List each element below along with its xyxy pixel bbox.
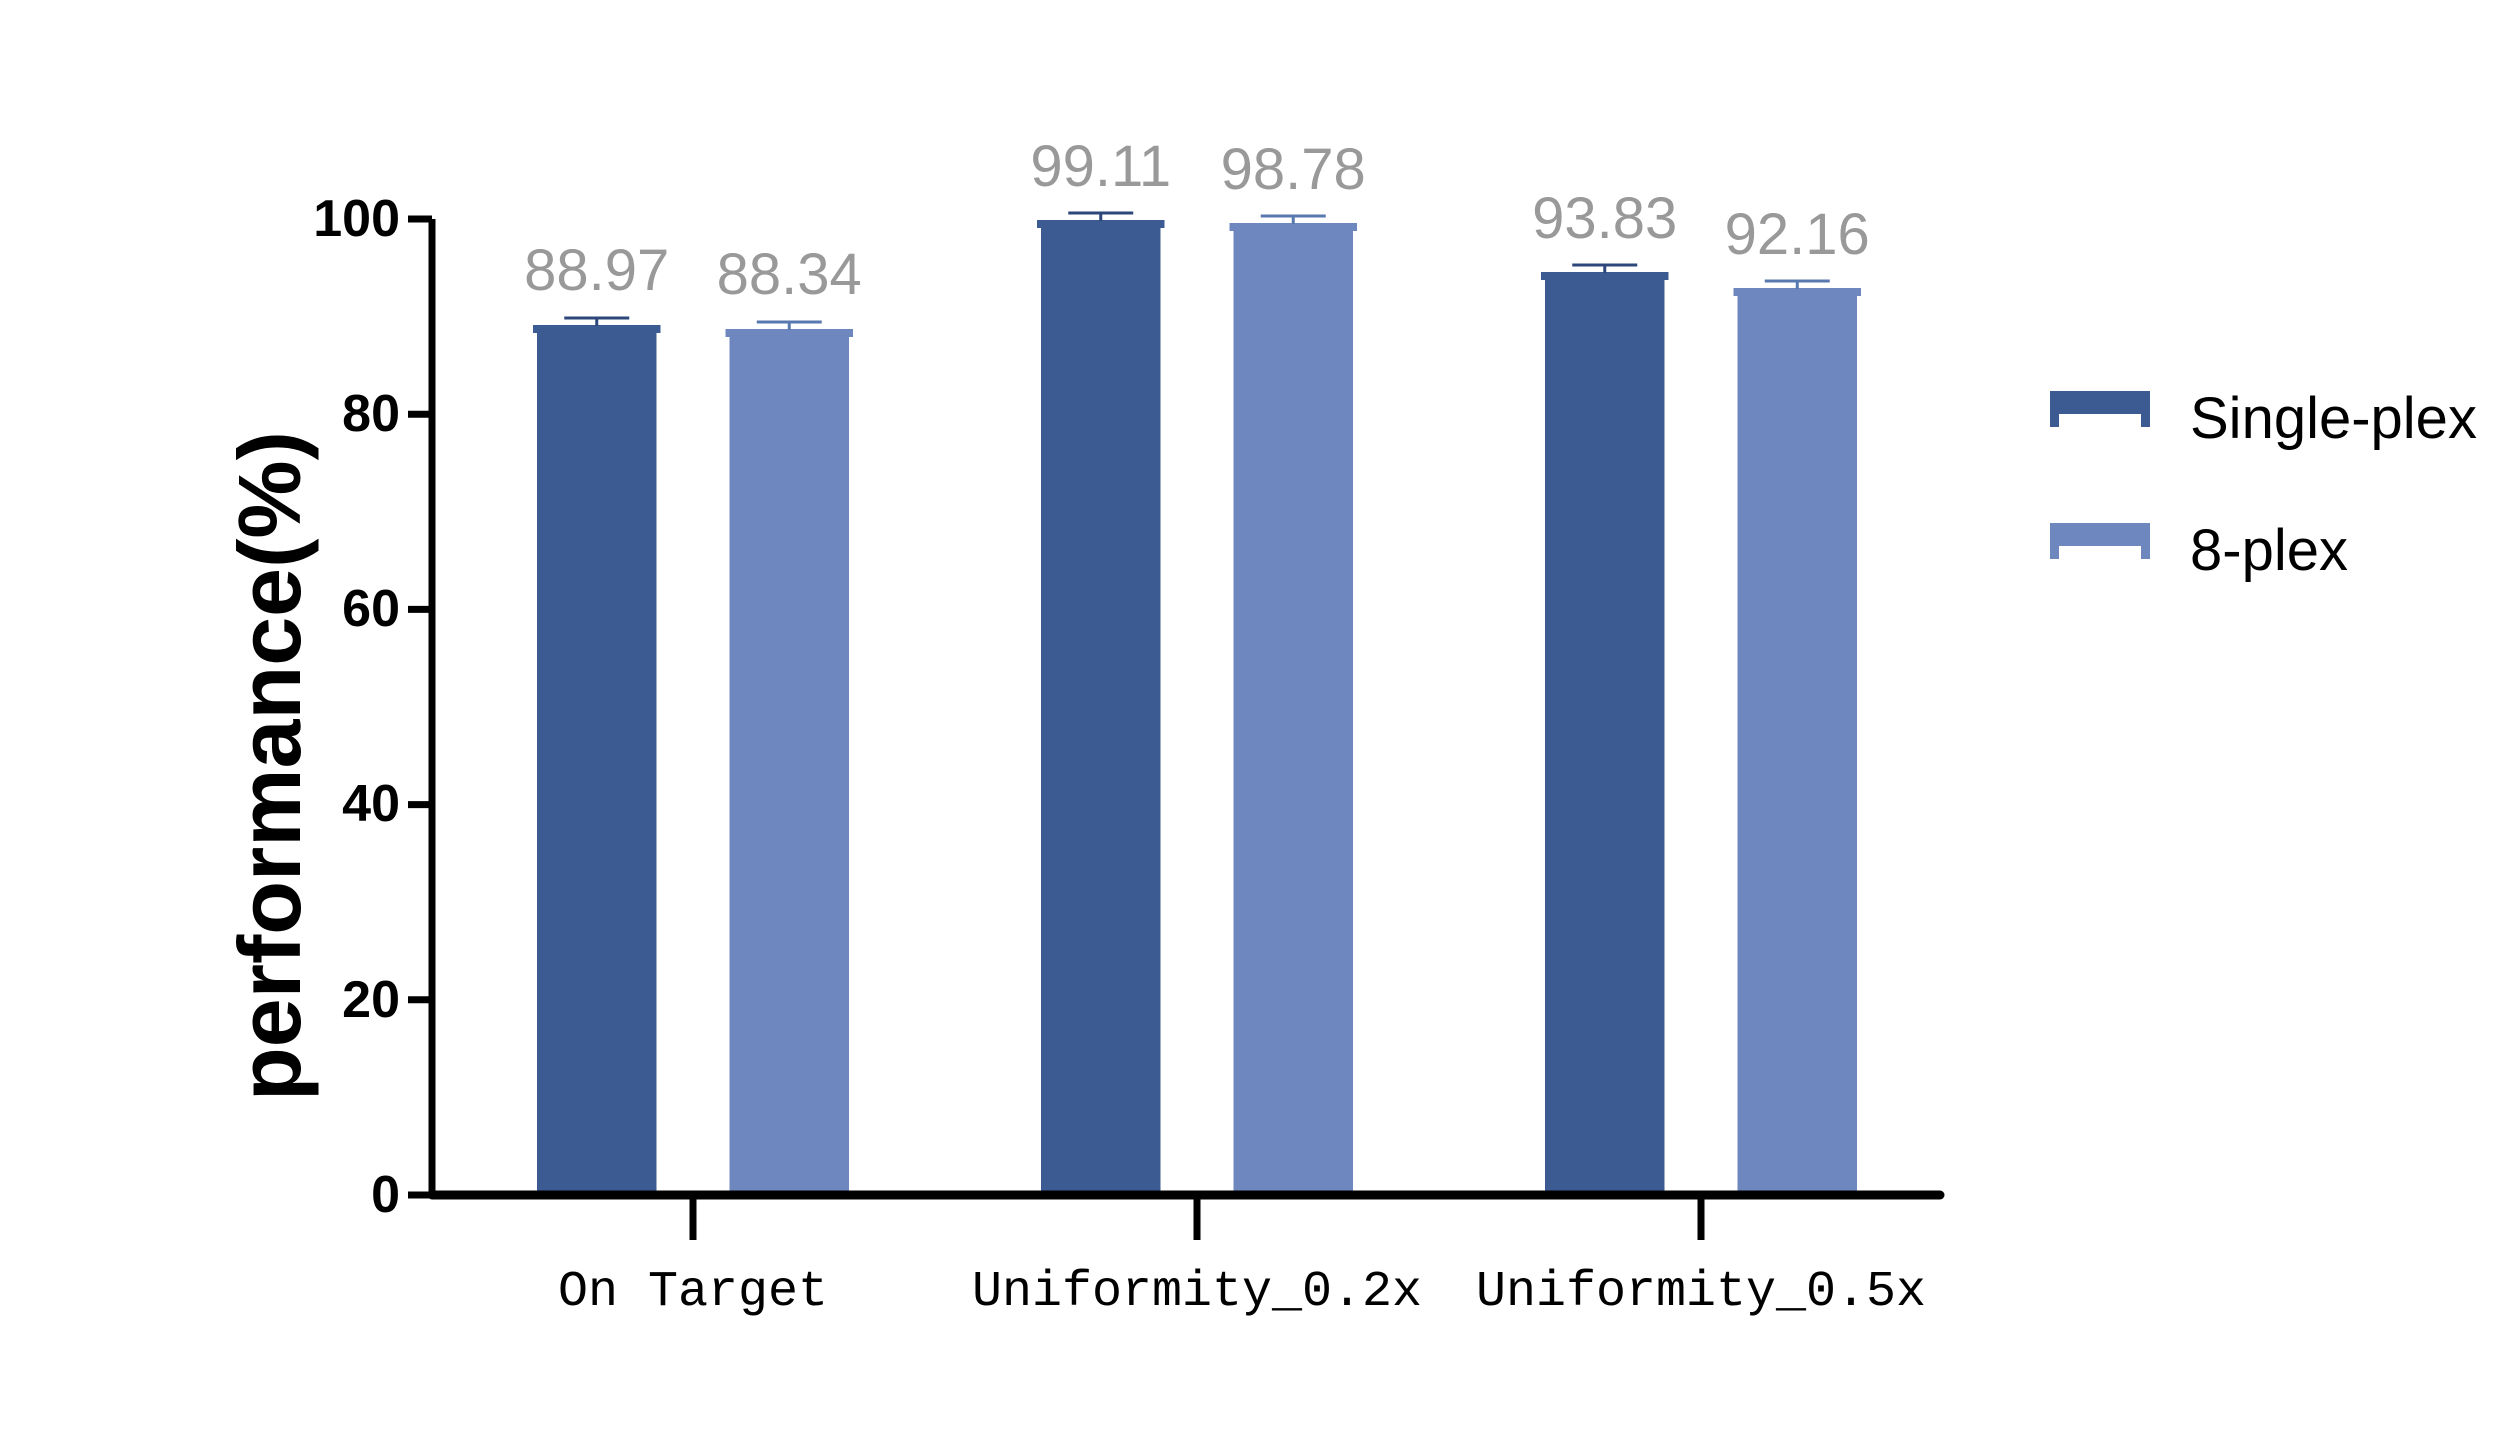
svg-text:0: 0 [371, 1166, 400, 1224]
svg-text:performance(%): performance(%) [220, 431, 319, 1101]
svg-text:92.16: 92.16 [1725, 202, 1870, 267]
svg-text:60: 60 [342, 580, 400, 638]
svg-text:8-plex: 8-plex [2190, 518, 2348, 583]
svg-text:Single-plex: Single-plex [2190, 386, 2477, 451]
svg-text:Uniformity_0.5x: Uniformity_0.5x [1476, 1264, 1926, 1321]
svg-text:100: 100 [313, 190, 400, 248]
svg-text:88.97: 88.97 [524, 238, 669, 303]
svg-text:93.83: 93.83 [1532, 186, 1677, 251]
svg-text:98.78: 98.78 [1221, 137, 1366, 202]
svg-text:80: 80 [342, 385, 400, 443]
svg-text:99.11: 99.11 [1030, 134, 1171, 199]
svg-text:On Target: On Target [558, 1264, 828, 1321]
svg-text:40: 40 [342, 775, 400, 833]
svg-text:88.34: 88.34 [717, 242, 862, 307]
svg-text:Uniformity_0.2x: Uniformity_0.2x [972, 1264, 1422, 1321]
svg-text:20: 20 [342, 971, 400, 1029]
